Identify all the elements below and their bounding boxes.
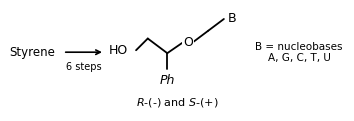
Text: O: O — [183, 36, 193, 49]
Text: B = nucleobases: B = nucleobases — [255, 42, 343, 52]
Text: $\mathit{R}$-(-) and $\mathit{S}$-(+): $\mathit{R}$-(-) and $\mathit{S}$-(+) — [136, 95, 218, 109]
Text: HO: HO — [109, 44, 128, 57]
Text: A, G, C, T, U: A, G, C, T, U — [268, 53, 330, 63]
Text: 6 steps: 6 steps — [65, 62, 101, 72]
Text: B: B — [228, 12, 236, 26]
Text: Styrene: Styrene — [10, 46, 56, 59]
Text: Ph: Ph — [160, 74, 175, 87]
